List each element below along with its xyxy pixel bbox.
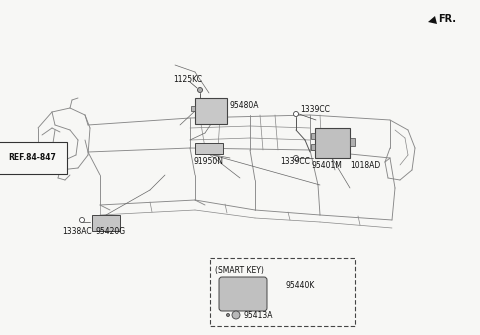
Text: 95420G: 95420G (96, 227, 126, 237)
Circle shape (227, 314, 229, 317)
Bar (195, 98, 227, 124)
Text: 95401M: 95401M (312, 161, 343, 171)
Text: 1338AC: 1338AC (62, 227, 92, 237)
Text: 95480A: 95480A (229, 102, 259, 111)
Circle shape (293, 112, 299, 117)
Circle shape (232, 311, 240, 319)
Text: 1339CC: 1339CC (280, 157, 310, 166)
Bar (315, 128, 350, 158)
Bar (191, 106, 195, 111)
Text: 95413A: 95413A (243, 312, 273, 321)
Text: 91950N: 91950N (193, 156, 223, 165)
Text: 1339CC: 1339CC (300, 106, 330, 115)
Polygon shape (428, 16, 437, 24)
Text: (SMART KEY): (SMART KEY) (215, 266, 264, 275)
Text: 1125KC: 1125KC (173, 75, 202, 84)
FancyBboxPatch shape (219, 277, 267, 311)
FancyBboxPatch shape (210, 258, 355, 326)
Bar (92, 215, 120, 231)
Circle shape (197, 87, 203, 92)
Bar (350, 138, 355, 146)
Text: 95440K: 95440K (285, 281, 314, 290)
Circle shape (80, 217, 84, 222)
Text: 1018AD: 1018AD (350, 161, 380, 171)
Text: FR.: FR. (438, 14, 456, 24)
Bar (195, 143, 223, 154)
Bar (311, 133, 315, 139)
Circle shape (293, 155, 299, 160)
Bar (311, 144, 315, 150)
Text: REF.84-847: REF.84-847 (8, 153, 56, 162)
